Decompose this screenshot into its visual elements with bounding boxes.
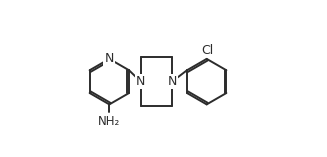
- Text: N: N: [167, 75, 177, 88]
- Text: N: N: [105, 52, 114, 65]
- Text: N: N: [136, 75, 146, 88]
- Text: NH₂: NH₂: [97, 115, 120, 128]
- Text: Cl: Cl: [201, 44, 214, 57]
